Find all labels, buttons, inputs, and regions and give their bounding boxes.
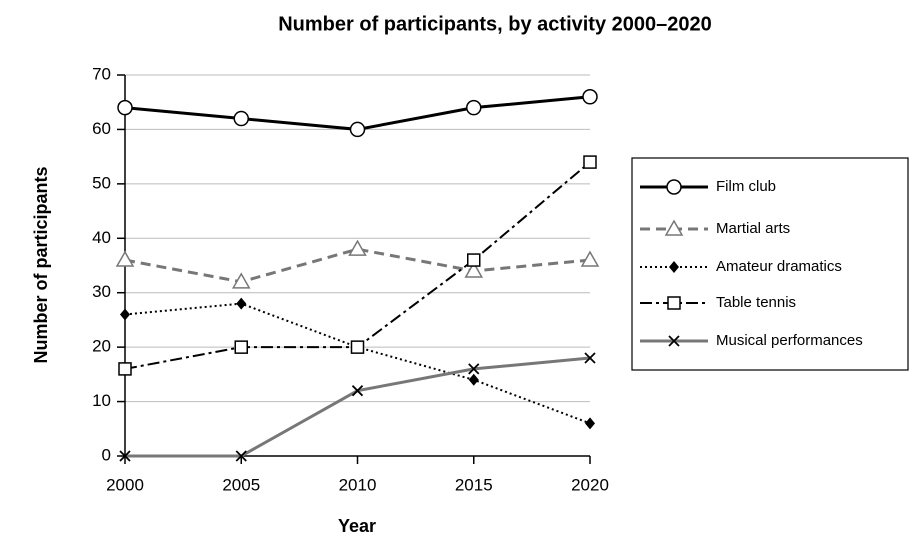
marker <box>669 261 679 273</box>
marker <box>118 362 132 376</box>
marker-stroke <box>351 385 364 397</box>
marker <box>668 335 680 347</box>
marker <box>233 110 249 127</box>
y-tick-label: 30 <box>92 282 111 301</box>
marker <box>468 373 479 386</box>
marker <box>236 297 247 310</box>
marker <box>350 340 365 354</box>
x-axis-label: Year <box>338 516 376 536</box>
chart-title: Number of participants, by activity 2000… <box>278 13 712 35</box>
legend-label: Amateur dramatics <box>716 258 842 275</box>
marker <box>464 261 484 278</box>
marker <box>351 385 364 397</box>
marker <box>349 121 366 138</box>
marker-stroke <box>668 335 680 347</box>
marker-stroke <box>468 363 480 375</box>
marker-stroke <box>584 352 596 364</box>
marker <box>120 308 130 321</box>
marker <box>234 340 248 354</box>
y-tick-label: 40 <box>92 228 111 247</box>
marker <box>115 250 135 267</box>
marker <box>467 253 481 267</box>
marker <box>231 272 251 289</box>
legend-box <box>631 157 909 371</box>
marker <box>582 89 598 105</box>
marker <box>585 417 595 430</box>
y-tick-label: 70 <box>92 64 111 83</box>
x-tick-label: 2010 <box>339 475 377 494</box>
x-tick-label: 2020 <box>571 475 609 494</box>
y-tick-label: 10 <box>92 391 111 410</box>
legend-label: Martial arts <box>716 220 790 237</box>
marker <box>235 450 247 462</box>
y-tick-label: 50 <box>92 173 111 192</box>
marker <box>466 99 482 116</box>
legend-label: Musical performances <box>716 332 863 349</box>
marker <box>666 179 682 195</box>
marker <box>664 219 684 236</box>
legend-label: Table tennis <box>716 294 796 311</box>
marker-stroke <box>119 450 131 462</box>
x-tick-label: 2015 <box>455 475 493 494</box>
x-tick-label: 2000 <box>106 475 144 494</box>
marker-stroke <box>235 450 247 462</box>
marker <box>117 99 133 116</box>
marker <box>468 363 480 375</box>
legend-label: Film club <box>716 178 776 195</box>
marker <box>348 239 367 256</box>
y-tick-label: 0 <box>102 445 111 464</box>
x-tick-label: 2005 <box>222 475 260 494</box>
marker <box>584 352 596 364</box>
y-tick-label: 20 <box>92 337 111 356</box>
marker <box>119 450 131 462</box>
marker <box>583 155 597 169</box>
marker <box>667 296 681 310</box>
y-tick-label: 60 <box>92 119 111 138</box>
y-axis-label: Number of participants <box>31 166 51 363</box>
marker <box>580 250 600 267</box>
